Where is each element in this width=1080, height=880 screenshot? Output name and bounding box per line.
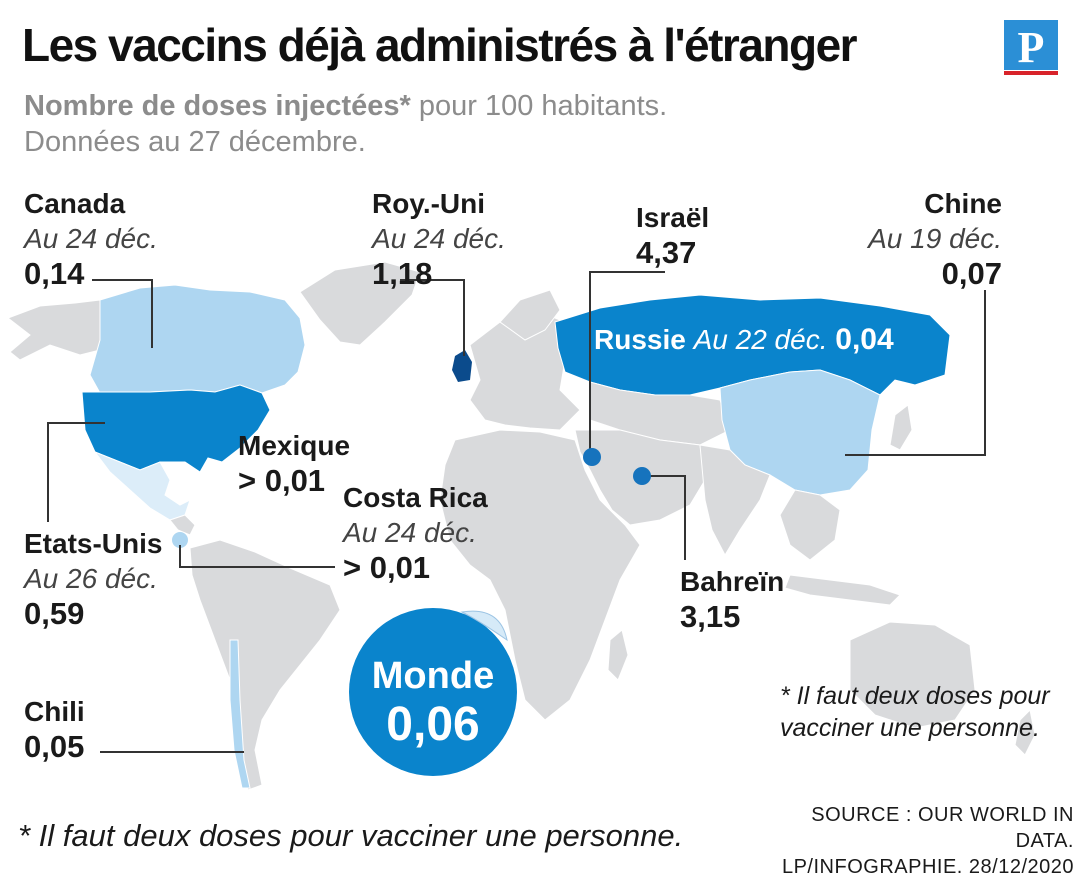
israel-dot bbox=[583, 448, 601, 466]
alaska-shape bbox=[6, 299, 101, 361]
costa-rica-name: Costa Rica bbox=[343, 482, 488, 513]
footnote: * Il faut deux doses pour vacciner une p… bbox=[18, 818, 684, 853]
canada-name: Canada bbox=[24, 188, 126, 219]
southeast-asia-shape bbox=[779, 489, 841, 561]
chart-title: Les vaccins déjà administrés à l'étrange… bbox=[22, 19, 858, 71]
bahrain-name: Bahreïn bbox=[680, 566, 785, 597]
canada-shape bbox=[89, 284, 306, 394]
costa-rica-shape bbox=[172, 532, 188, 548]
svg-text:P: P bbox=[1018, 23, 1045, 72]
china-leader bbox=[845, 290, 986, 456]
chart-subtitle: Nombre de doses injectées* pour 100 habi… bbox=[24, 88, 784, 160]
label-uk: Roy.-Uni Au 24 déc. 1,18 bbox=[372, 186, 506, 291]
canada-date: Au 24 déc. bbox=[24, 223, 158, 254]
costa-rica-leader bbox=[179, 545, 335, 568]
map-note: * Il faut deux doses pour vacciner une p… bbox=[780, 682, 1050, 742]
africa-shape bbox=[439, 429, 641, 721]
label-chile: Chili 0,05 bbox=[24, 694, 85, 764]
chile-value: 0,05 bbox=[24, 729, 85, 764]
label-mexico: Mexique > 0,01 bbox=[238, 428, 350, 498]
uk-shape bbox=[452, 350, 472, 382]
world-sticker bbox=[349, 608, 517, 776]
label-usa: Etats-Unis Au 26 déc. 0,59 bbox=[24, 526, 162, 631]
canada-value: 0,14 bbox=[24, 256, 85, 291]
israel-name: Israël bbox=[636, 202, 710, 233]
world-label: Monde 0,06 bbox=[352, 654, 514, 752]
label-costa-rica: Costa Rica Au 24 déc. > 0,01 bbox=[343, 480, 488, 585]
le-parisien-logo: P bbox=[1004, 20, 1058, 75]
new-zealand-shape bbox=[1014, 708, 1036, 756]
world-sticker-curl bbox=[460, 610, 508, 642]
russia-name: Russie bbox=[594, 324, 686, 355]
mexico-name: Mexique bbox=[238, 430, 351, 461]
japan-shape bbox=[889, 404, 913, 451]
israel-value: 4,37 bbox=[636, 235, 697, 270]
israel-leader bbox=[589, 271, 665, 456]
subtitle-bold: Nombre de doses injectées* bbox=[24, 90, 411, 122]
uk-date: Au 24 déc. bbox=[372, 223, 506, 254]
label-israel: Israël 4,37 bbox=[636, 200, 709, 270]
world-name: Monde bbox=[371, 655, 495, 697]
russia-value: 0,04 bbox=[835, 323, 894, 356]
costa-rica-date: Au 24 déc. bbox=[343, 517, 477, 548]
label-canada: Canada Au 24 déc. 0,14 bbox=[24, 186, 158, 291]
indonesia-shape bbox=[784, 574, 901, 606]
usa-name: Etats-Unis bbox=[24, 528, 163, 559]
russia-date: Au 22 déc. bbox=[693, 324, 828, 355]
central-america-shape bbox=[169, 514, 196, 536]
label-china: Chine Au 19 déc. 0,07 bbox=[860, 186, 1002, 291]
chile-name: Chili bbox=[24, 696, 85, 727]
uk-leader bbox=[400, 279, 465, 356]
scandinavia-shape bbox=[499, 289, 561, 341]
world-sticker-circle bbox=[349, 608, 517, 776]
subtitle-line2: Données au 27 décembre. bbox=[24, 126, 366, 158]
south-america-shape bbox=[189, 539, 341, 791]
usa-value: 0,59 bbox=[24, 596, 85, 631]
source-credit: SOURCE : OUR WORLD IN DATA. LP/INFOGRAPH… bbox=[748, 802, 1074, 880]
bahrain-value: 3,15 bbox=[680, 599, 741, 634]
label-russia: Russie Au 22 déc. 0,04 bbox=[594, 323, 894, 357]
bahrain-leader bbox=[642, 475, 686, 560]
source-line2: LP/INFOGRAPHIE. 28/12/2020 bbox=[781, 856, 1074, 878]
costa-rica-value: > 0,01 bbox=[343, 550, 431, 585]
australia-shape bbox=[849, 621, 976, 729]
uk-value: 1,18 bbox=[372, 256, 433, 291]
usa-leader bbox=[47, 422, 105, 522]
leader-lines bbox=[47, 271, 986, 753]
world-value: 0,06 bbox=[386, 698, 480, 751]
bahrain-dot bbox=[633, 467, 651, 485]
source-line1: SOURCE : OUR WORLD IN DATA. bbox=[811, 804, 1074, 852]
china-value: 0,07 bbox=[941, 256, 1002, 291]
madagascar-shape bbox=[607, 629, 629, 681]
label-bahrain: Bahreïn 3,15 bbox=[680, 564, 784, 634]
south-asia-shape bbox=[699, 444, 771, 557]
mexico-value: > 0,01 bbox=[238, 463, 326, 498]
uk-name: Roy.-Uni bbox=[372, 188, 486, 219]
china-name: Chine bbox=[924, 188, 1002, 219]
canada-leader bbox=[92, 279, 153, 348]
mexico-shape bbox=[93, 450, 191, 521]
greenland-shape bbox=[299, 261, 421, 346]
subtitle-rest: pour 100 habitants. bbox=[410, 90, 668, 122]
china-date: Au 19 déc. bbox=[868, 223, 1002, 254]
usa-date: Au 26 déc. bbox=[24, 563, 158, 594]
